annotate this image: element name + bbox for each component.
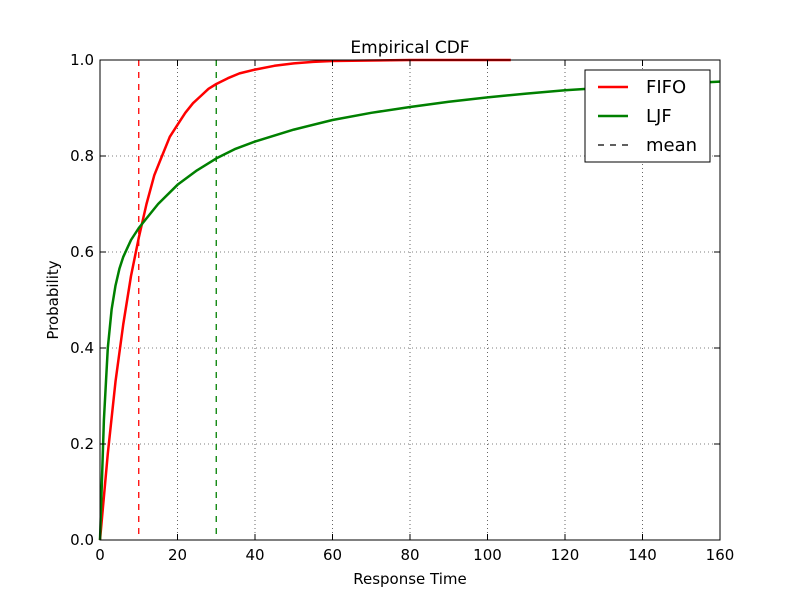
series-line-fifo [98,58,511,541]
legend-label-fifo: FIFO [646,77,686,98]
x-tick-label: 100 [473,546,502,564]
x-tick-label: 20 [168,546,187,564]
y-axis-label: Probability [44,260,62,339]
y-tick-label: 0.0 [70,531,94,549]
series-lines [98,58,721,541]
series-line-ljf [98,80,721,541]
y-tick-label: 0.2 [70,435,94,453]
x-axis-label: Response Time [353,570,467,588]
x-tick-label: 60 [323,546,342,564]
legend: FIFO LJF mean [584,69,711,163]
y-tick-label: 0.8 [70,147,94,165]
x-tick-label: 40 [245,546,264,564]
x-tick-label: 0 [95,546,105,564]
mean-lines [138,60,217,540]
legend-label-ljf: LJF [646,106,672,127]
y-tick-label: 0.6 [70,243,94,261]
x-tick-label: 80 [400,546,419,564]
axis-ticks: 0 20 40 60 80 100 120 140 160 0.0 0.2 0.4 0.6 0.8 1.0 [70,51,734,564]
x-tick-label: 140 [628,546,657,564]
x-tick-label: 160 [706,546,735,564]
legend-label-mean: mean [646,135,697,156]
chart-title: Empirical CDF [350,38,469,58]
y-tick-label: 0.4 [70,339,94,357]
y-tick-label: 1.0 [70,51,94,69]
x-tick-label: 120 [551,546,580,564]
